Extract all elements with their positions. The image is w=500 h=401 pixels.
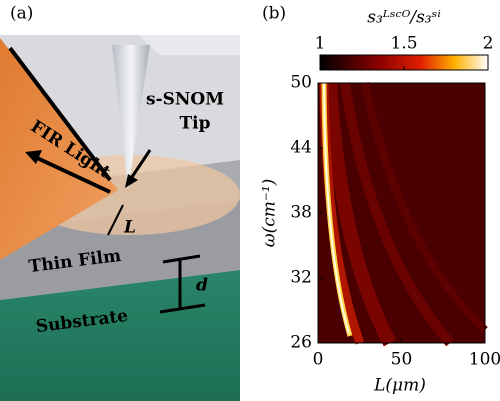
y-axis-label: ω(cm⁻¹) [260, 179, 280, 248]
x-tick-label: 50 [391, 350, 413, 370]
y-tick-label: 44 [290, 138, 312, 158]
beam-arrow-out [34, 155, 111, 194]
arrow-head [125, 174, 138, 188]
tip-name: s-SNOM [146, 90, 224, 110]
y-tick-label: 50 [290, 73, 312, 93]
heatmap-panel: (b) s₃ᴸˢᶜᴼ/s₃ˢⁱ L(μm) ω(cm⁻¹) 0 50 100 26 32… [260, 4, 500, 396]
thickness-cap [162, 254, 201, 264]
y-tick-label: 32 [290, 268, 312, 288]
y-tick-label: 38 [290, 203, 312, 223]
colorbar-tick-label: 2 [483, 34, 494, 54]
distance-label: L [123, 218, 136, 238]
y-tick-label: 26 [290, 333, 312, 353]
heatmap-peak [323, 82, 350, 335]
colorbar-title: s₃ᴸˢᶜᴼ/s₃ˢⁱ [367, 8, 441, 28]
panel-label: (b) [262, 4, 286, 24]
colorbar-tick-label: 1 [315, 34, 326, 54]
heatmap-band [340, 82, 454, 347]
heatmap-band [323, 82, 397, 347]
light-beam [0, 38, 118, 260]
tip-arrow [128, 149, 152, 181]
beam-arrow-in [8, 46, 112, 182]
x-axis-label: L(μm) [373, 376, 426, 396]
tip-word: Tip [180, 114, 211, 134]
tip-cone [112, 45, 150, 190]
arrow-head [25, 150, 42, 164]
colorbar-tick-label: 1.5 [390, 34, 417, 54]
x-tick-label: 0 [313, 350, 324, 370]
panel-label: (a) [10, 4, 33, 24]
distance-arrow [107, 204, 124, 236]
x-tick-label: 100 [469, 350, 500, 370]
illustration: (a) s-SNOM Tip FIR Light L Thin Film d S… [0, 4, 240, 401]
thickness-cap [159, 303, 206, 314]
heatmap-band [361, 82, 488, 333]
thickness-label: d [196, 276, 208, 296]
cantilever [138, 35, 240, 55]
